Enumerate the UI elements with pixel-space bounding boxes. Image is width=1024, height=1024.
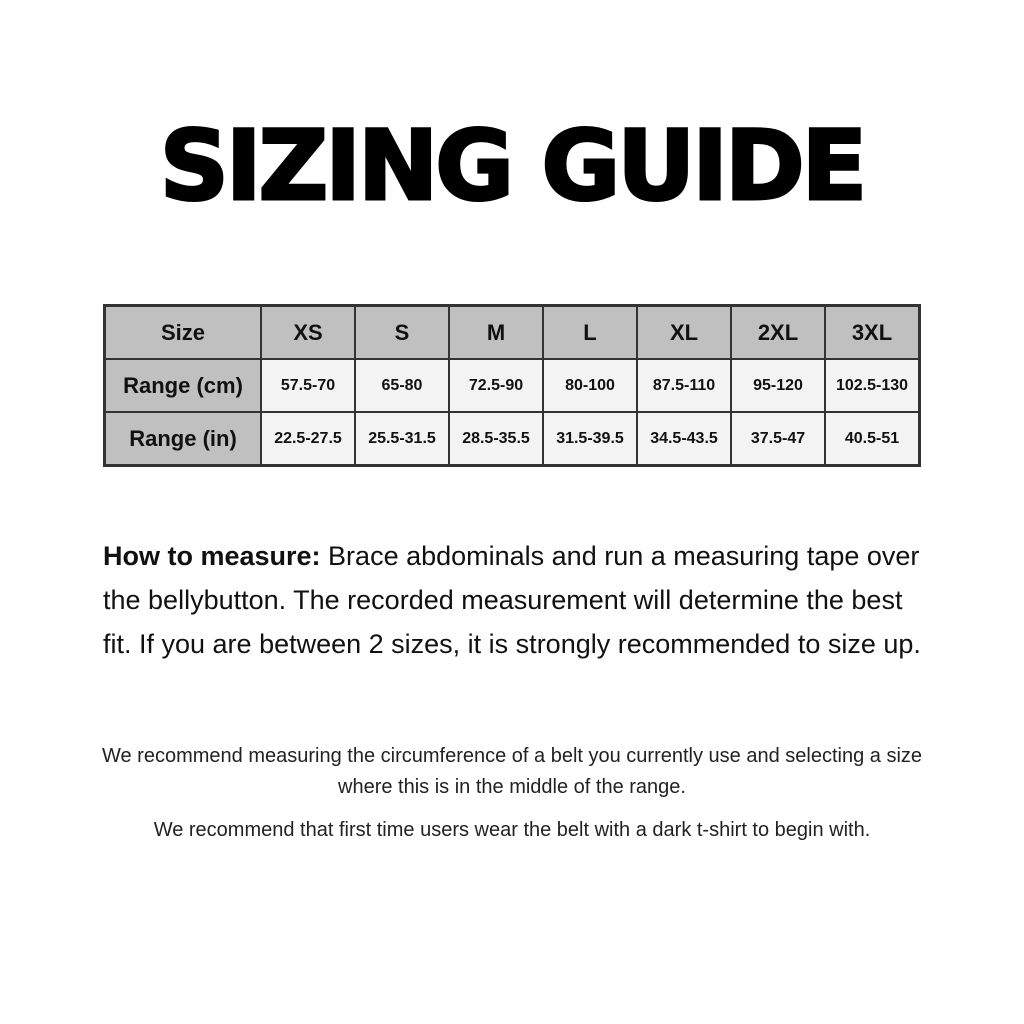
table-cell: 37.5-47 (730, 411, 826, 467)
header-cell: Size (103, 304, 262, 360)
table-cell: 31.5-39.5 (542, 411, 638, 467)
table-cell: 22.5-27.5 (260, 411, 356, 467)
page-title: SIZING GUIDE (158, 109, 868, 224)
table-cell: 65-80 (354, 358, 450, 413)
header-cell: 2XL (730, 304, 826, 360)
header-cell: M (448, 304, 544, 360)
table-cell: 40.5-51 (824, 411, 921, 467)
table-row: Range (in) 22.5-27.5 25.5-31.5 28.5-35.5… (103, 411, 921, 467)
table-cell: 95-120 (730, 358, 826, 413)
header-cell: L (542, 304, 638, 360)
how-to-measure-text: Brace abdominals and run a measuring tap… (103, 541, 921, 659)
table-cell: 34.5-43.5 (636, 411, 732, 467)
table-cell: 80-100 (542, 358, 638, 413)
table-cell: 102.5-130 (824, 358, 921, 413)
table-row: Range (cm) 57.5-70 65-80 72.5-90 80-100 … (103, 358, 921, 413)
header-cell: XS (260, 304, 356, 360)
table-cell: 87.5-110 (636, 358, 732, 413)
row-label: Range (cm) (103, 358, 262, 413)
header-cell: S (354, 304, 450, 360)
table-cell: 28.5-35.5 (448, 411, 544, 467)
header-cell: XL (636, 304, 732, 360)
how-to-measure-label: How to measure: (103, 541, 321, 571)
note-belt-circumference: We recommend measuring the circumference… (101, 745, 923, 798)
table-cell: 57.5-70 (260, 358, 356, 413)
table-cell: 72.5-90 (448, 358, 544, 413)
header-cell: 3XL (824, 304, 921, 360)
row-label: Range (in) (103, 411, 262, 467)
how-to-measure: How to measure: Brace abdominals and run… (103, 534, 923, 666)
table-header-row: Size XS S M L XL 2XL 3XL (103, 304, 921, 360)
size-table: Size XS S M L XL 2XL 3XL Range (cm) 57.5… (103, 304, 921, 467)
note-dark-tshirt: We recommend that first time users wear … (153, 819, 871, 841)
table-cell: 25.5-31.5 (354, 411, 450, 467)
